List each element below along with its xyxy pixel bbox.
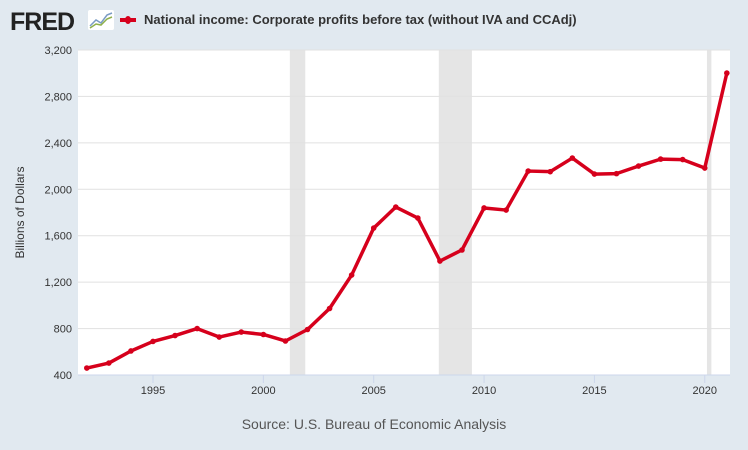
chart-logo-icon bbox=[88, 10, 114, 30]
x-tick-label: 2015 bbox=[582, 385, 606, 397]
x-tick-label: 2005 bbox=[361, 385, 385, 397]
y-tick-label: 2,800 bbox=[44, 91, 72, 103]
data-point bbox=[348, 272, 355, 278]
data-point bbox=[194, 325, 200, 332]
y-tick-label: 800 bbox=[54, 324, 72, 336]
data-point bbox=[679, 156, 686, 163]
data-point bbox=[370, 225, 377, 231]
legend-swatch bbox=[120, 15, 136, 24]
y-axis-label: Billions of Dollars bbox=[13, 166, 27, 258]
data-point bbox=[392, 204, 399, 210]
fred-logo[interactable]: FRED bbox=[10, 8, 75, 36]
data-point bbox=[216, 334, 223, 340]
y-tick-label: 2,400 bbox=[44, 138, 72, 150]
data-point bbox=[150, 338, 156, 345]
data-point bbox=[481, 205, 487, 211]
y-tick-label: 1,200 bbox=[44, 277, 72, 289]
y-tick-label: 2,000 bbox=[44, 184, 72, 196]
x-tick-label: 1995 bbox=[141, 385, 165, 397]
data-point bbox=[282, 338, 289, 344]
chart-legend: National income: Corporate profits befor… bbox=[120, 12, 577, 27]
data-point bbox=[106, 360, 112, 366]
y-tick-label: 3,200 bbox=[44, 45, 72, 57]
y-tick-label: 400 bbox=[54, 370, 72, 382]
data-point bbox=[569, 155, 576, 161]
legend-label: National income: Corporate profits befor… bbox=[144, 12, 577, 27]
data-point bbox=[304, 326, 311, 333]
chart-trend-icon bbox=[89, 12, 113, 29]
x-tick-label: 2000 bbox=[251, 385, 275, 397]
data-point bbox=[591, 171, 598, 177]
data-point bbox=[128, 348, 134, 354]
data-point bbox=[238, 329, 245, 335]
data-point bbox=[503, 207, 509, 213]
source-note: Source: U.S. Bureau of Economic Analysis bbox=[241, 416, 507, 432]
data-point bbox=[613, 170, 620, 177]
data-point bbox=[547, 168, 554, 175]
data-point bbox=[260, 331, 267, 338]
y-tick-label: 1,600 bbox=[44, 231, 72, 243]
recession-band bbox=[706, 50, 712, 375]
x-tick-label: 2020 bbox=[693, 385, 717, 397]
data-point bbox=[172, 332, 178, 339]
x-tick-label: 2010 bbox=[472, 385, 496, 397]
data-point bbox=[724, 70, 730, 76]
series-line bbox=[86, 72, 729, 370]
data-point bbox=[437, 258, 443, 264]
data-point bbox=[701, 165, 708, 171]
data-point bbox=[415, 215, 421, 221]
data-point bbox=[326, 305, 333, 312]
data-point bbox=[635, 163, 642, 169]
recession-band bbox=[289, 50, 306, 375]
data-point bbox=[459, 247, 465, 253]
data-point bbox=[657, 156, 664, 162]
data-point bbox=[525, 168, 531, 174]
data-point bbox=[84, 365, 90, 371]
recession-band bbox=[438, 50, 472, 375]
